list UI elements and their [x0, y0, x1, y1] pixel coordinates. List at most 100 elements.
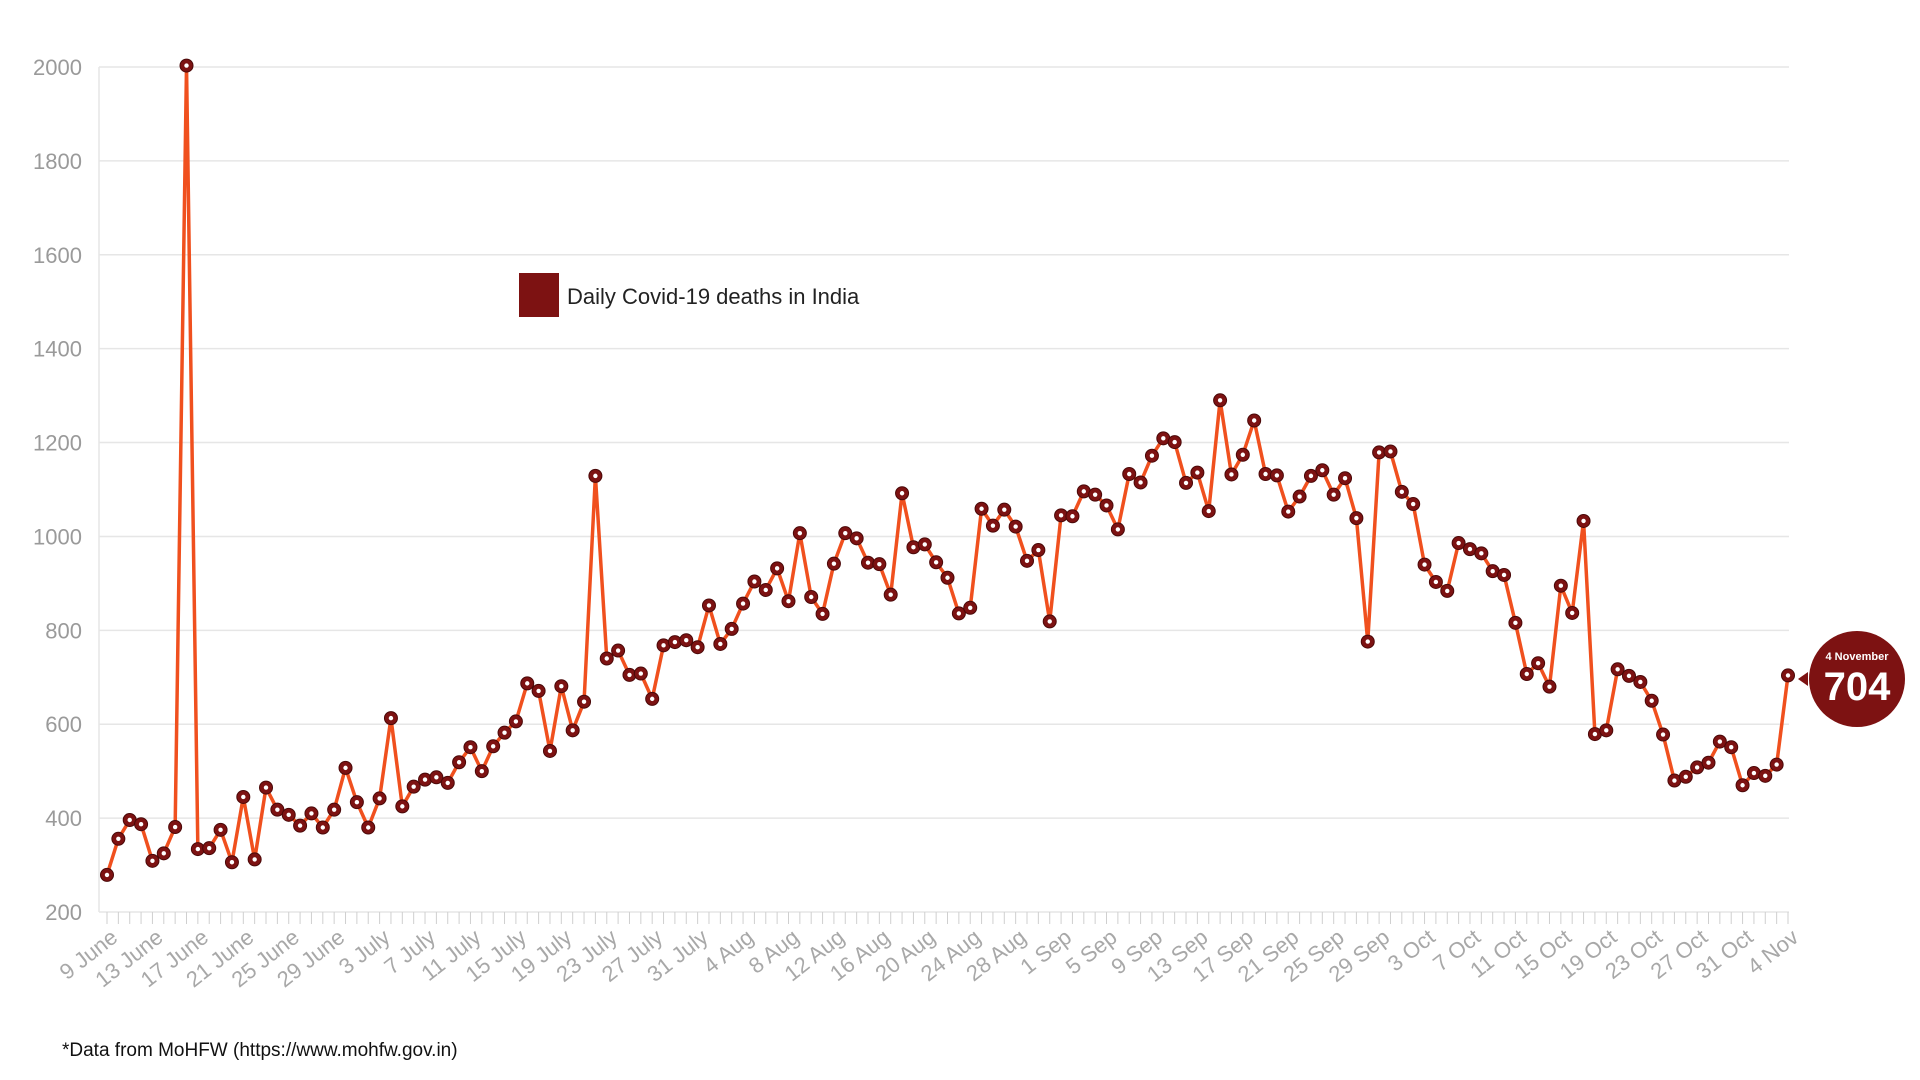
data-point: [611, 643, 626, 658]
data-point: [1701, 755, 1716, 770]
callout-date: 4 November: [1826, 651, 1890, 663]
data-point: [781, 594, 796, 609]
data-point: [1167, 435, 1182, 450]
data-point: [1224, 467, 1239, 482]
data-point: [1690, 760, 1705, 775]
data-point: [1110, 522, 1125, 537]
data-point: [1746, 766, 1761, 781]
data-point: [1122, 467, 1137, 482]
data-point: [985, 518, 1000, 533]
data-point: [1144, 448, 1159, 463]
data-point: [100, 867, 114, 882]
data-point: [736, 596, 751, 611]
legend: Daily Covid-19 deaths in India: [519, 273, 860, 317]
latest-value-callout: 4 November 704: [1798, 631, 1905, 727]
gridlines: [99, 66, 1789, 913]
data-point: [826, 556, 841, 571]
data-point: [520, 676, 535, 691]
data-point: [1758, 768, 1773, 783]
data-point: [361, 820, 376, 835]
data-point: [1190, 465, 1205, 480]
y-tick-label: 400: [45, 806, 82, 831]
data-point: [304, 806, 319, 821]
data-point: [134, 817, 149, 832]
data-point: [1099, 498, 1114, 513]
data-point: [145, 853, 160, 868]
data-point: [1621, 668, 1636, 683]
data-point: [1587, 727, 1602, 742]
data-point: [1656, 727, 1671, 742]
data-point: [667, 635, 682, 650]
x-tick-label: 3 Oct: [1383, 924, 1440, 976]
data-point: [1610, 662, 1625, 677]
data-point: [1769, 757, 1784, 772]
data-point: [1360, 634, 1375, 649]
legend-label: Daily Covid-19 deaths in India: [567, 284, 860, 309]
data-point: [815, 606, 830, 621]
data-point: [383, 711, 398, 726]
data-point: [259, 780, 274, 795]
y-tick-label: 800: [45, 618, 82, 643]
data-point: [429, 770, 444, 785]
data-point: [792, 526, 807, 541]
data-point: [372, 791, 387, 806]
x-tick-label: 3 July: [334, 924, 395, 979]
data-point: [1474, 546, 1489, 561]
data-point: [531, 683, 546, 698]
x-tick-label: 5 Sep: [1061, 924, 1122, 979]
data-point: [1020, 553, 1035, 568]
y-tick-label: 1400: [33, 337, 82, 362]
y-tick-label: 1200: [33, 431, 82, 456]
data-point: [236, 789, 251, 804]
data-point: [951, 606, 966, 621]
data-point: [860, 555, 875, 570]
data-point: [554, 679, 569, 694]
data-point: [247, 852, 262, 867]
data-point: [1462, 542, 1477, 557]
data-point: [1633, 674, 1648, 689]
data-point: [190, 842, 205, 857]
y-tick-label: 1000: [33, 524, 82, 549]
data-point: [1565, 605, 1580, 620]
callout-badge: [1809, 631, 1905, 727]
data-point: [758, 582, 773, 597]
data-point: [1519, 666, 1534, 681]
data-point: [1542, 679, 1557, 694]
data-point: [1031, 543, 1046, 558]
data-point: [1133, 475, 1148, 490]
series-line: [105, 63, 1790, 876]
data-point: [315, 820, 330, 835]
y-tick-label: 1800: [33, 149, 82, 174]
data-point: [1349, 511, 1364, 526]
data-point: [974, 501, 989, 516]
data-point: [565, 723, 580, 738]
data-point: [1508, 615, 1523, 630]
data-point: [1781, 668, 1795, 683]
data-point: [577, 694, 592, 709]
data-point: [747, 574, 762, 589]
data-point: [1667, 773, 1682, 788]
data-point: [1338, 471, 1353, 486]
data-point: [270, 802, 285, 817]
data-point: [395, 799, 410, 814]
data-point: [701, 598, 716, 613]
data-point: [849, 531, 864, 546]
data-point: [463, 740, 478, 755]
data-point: [1281, 504, 1296, 519]
data-point: [213, 822, 228, 837]
data-point: [599, 651, 614, 666]
data-point: [1440, 583, 1455, 598]
data-point: [1497, 567, 1512, 582]
footnote-source: *Data from MoHFW (https://www.mohfw.gov.…: [62, 1040, 458, 1061]
data-point: [497, 725, 512, 740]
series-path: [105, 63, 1790, 876]
data-point: [1678, 769, 1693, 784]
data-point: [724, 621, 739, 636]
data-point: [838, 526, 853, 541]
data-point: [111, 831, 126, 846]
data-point: [940, 570, 955, 585]
data-point: [168, 820, 183, 835]
data-point: [1269, 468, 1284, 483]
